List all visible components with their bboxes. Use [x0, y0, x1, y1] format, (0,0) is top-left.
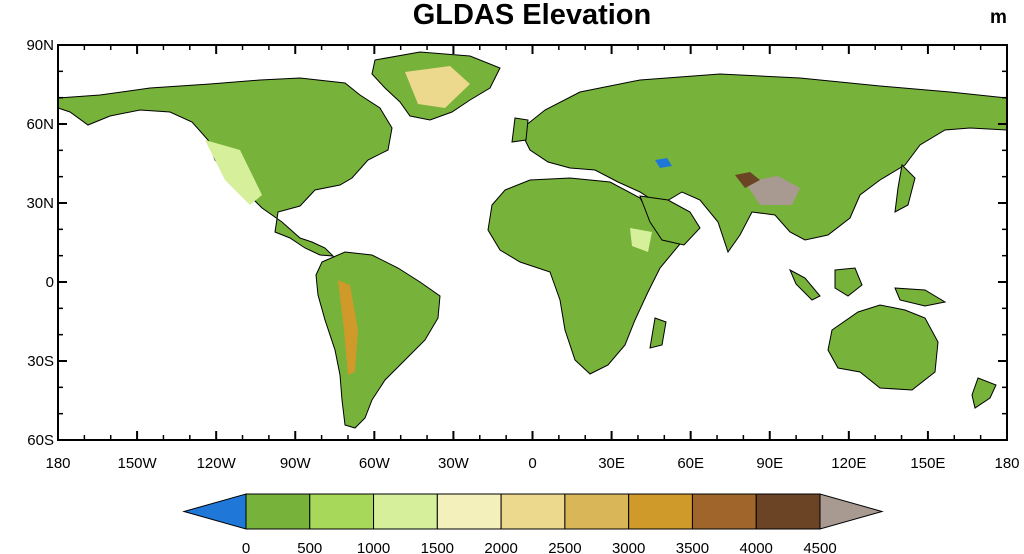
colorbar-box [309, 493, 375, 530]
colorbar-level-label: 2000 [484, 540, 517, 554]
map-title: GLDAS Elevation [412, 0, 652, 31]
colorbar-min-arrow [182, 493, 247, 530]
lon-tick-label: 120W [197, 455, 237, 472]
landmass-arabia [639, 195, 701, 246]
highland-himalaya [735, 172, 760, 188]
colorbar-labels: 0 500 1000 1500 2000 2500 3000 3500 4000 4500 [242, 540, 837, 554]
colorbar-level-label: 2500 [548, 540, 581, 554]
lat-tick-label: 60S [27, 432, 54, 449]
highland-andes [338, 280, 358, 375]
landmass-borneo [834, 267, 863, 297]
lon-tick-label: 30E [598, 455, 625, 472]
lon-tick-label: 150W [117, 455, 157, 472]
colorbar-max-arrow [819, 493, 884, 530]
latitude-labels: 90N 60N 30N 0 30S 60S [26, 37, 54, 449]
map-frame [57, 44, 1008, 441]
lat-tick-label: 0 [46, 274, 54, 291]
highland-tibet [745, 176, 800, 205]
lat-tick-label: 60N [26, 116, 54, 133]
units-label: m [990, 7, 1007, 28]
colorbar-box [373, 493, 438, 530]
lon-tick-label: 90E [756, 455, 783, 472]
landmass-british-isles [511, 117, 529, 143]
colorbar-box [564, 493, 630, 530]
lat-tick-label: 30S [27, 353, 54, 370]
lat-tick-label: 90N [26, 37, 54, 54]
highland-ethiopia [630, 228, 652, 252]
landmass-australia [827, 304, 939, 391]
landmass-japan [894, 163, 916, 213]
lon-tick-label: 180 [994, 455, 1019, 472]
lon-tick-label: 150E [910, 455, 945, 472]
colorbar-level-label: 0 [242, 540, 250, 554]
lon-tick-label: 180 [45, 455, 70, 472]
lon-tick-label: 30W [438, 455, 470, 472]
landmass-new-zealand [971, 377, 997, 409]
colorbar-level-label: 4000 [740, 540, 773, 554]
landmass-africa [487, 177, 681, 375]
colorbar-box [691, 493, 757, 530]
colorbar-box [755, 493, 821, 530]
lon-tick-label: 0 [528, 455, 536, 472]
landmass-new-guinea [894, 287, 947, 307]
landmass-sumatra [788, 268, 821, 301]
longitude-labels: 180 150W 120W 90W 60W 30W 0 30E 60E 90E 120E 150E 18… [45, 455, 1019, 472]
lon-tick-label: 120E [831, 455, 866, 472]
landmass-eurasia [519, 73, 1007, 254]
colorbar-level-label: 500 [297, 540, 322, 554]
colorbar-level-label: 1000 [357, 540, 390, 554]
colorbar-boxes [182, 493, 884, 530]
caspian-depression [655, 158, 672, 168]
lon-tick-label: 90W [280, 455, 312, 472]
colorbar-level-label: 4500 [803, 540, 836, 554]
colorbar-box [628, 493, 693, 530]
lon-tick-label: 60E [677, 455, 704, 472]
lat-tick-label: 30N [26, 195, 54, 212]
landmass-madagascar [649, 317, 667, 349]
lon-tick-label: 60W [359, 455, 391, 472]
colorbar-level-label: 1500 [421, 540, 454, 554]
landmasses [58, 51, 1007, 429]
highland-greenland-ice [405, 66, 470, 108]
colorbar-box [436, 493, 502, 530]
colorbar-box [245, 493, 311, 530]
highland-rockies [205, 140, 262, 205]
colorbar-level-label: 3000 [612, 540, 645, 554]
colorbar-box [500, 493, 566, 530]
colorbar-level-label: 3500 [676, 540, 709, 554]
